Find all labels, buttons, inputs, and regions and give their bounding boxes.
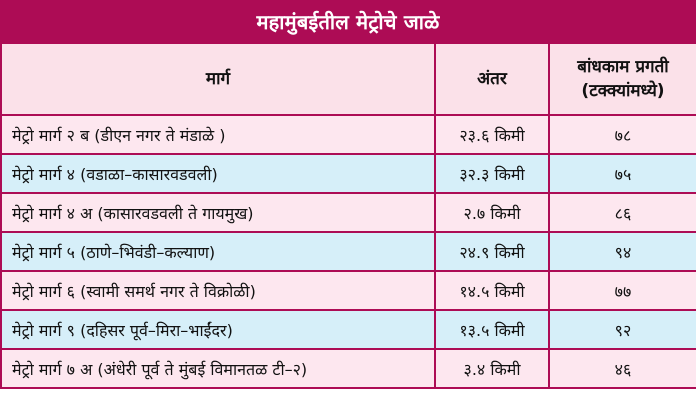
table-row: मेट्रो मार्ग २ ब (डीएन नगर ते मंडाळे ) २… [0,114,696,155]
distance-cell: १४.५ किमी [434,270,550,311]
distance-cell: ३.४ किमी [434,348,550,389]
progress-cell: ७७ [548,270,696,311]
header-progress-line1: बांधकाम प्रगती [577,57,669,77]
route-cell: मेट्रो मार्ग ४ अ (कासारवडवली ते गायमुख) [0,192,436,233]
header-distance: अंतर [434,42,550,116]
progress-cell: ७५ [548,153,696,194]
metro-table: मार्ग अंतर बांधकाम प्रगती (टक्क्यांमध्ये… [0,42,696,389]
table-row: मेट्रो मार्ग ७ अ (अंधेरी पूर्व ते मुंबई … [0,348,696,389]
table-header: मार्ग अंतर बांधकाम प्रगती (टक्क्यांमध्ये… [0,42,696,116]
progress-cell: ८६ [548,192,696,233]
table-row: मेट्रो मार्ग ९ (दहिसर पूर्व–मिरा–भाईंदर)… [0,309,696,350]
distance-cell: ३२.३ किमी [434,153,550,194]
progress-cell: ९४ [548,231,696,272]
table-row: मेट्रो मार्ग ६ (स्वामी समर्थ नगर ते विक्… [0,270,696,311]
distance-cell: २३.६ किमी [434,114,550,155]
progress-cell: ९२ [548,309,696,350]
header-progress-line2: (टक्क्यांमध्ये) [581,81,665,101]
route-cell: मेट्रो मार्ग ६ (स्वामी समर्थ नगर ते विक्… [0,270,436,311]
table-title: महामुंबईतील मेट्रोचे जाळे [0,0,696,42]
header-progress: बांधकाम प्रगती (टक्क्यांमध्ये) [548,42,696,116]
progress-cell: ७८ [548,114,696,155]
route-cell: मेट्रो मार्ग २ ब (डीएन नगर ते मंडाळे ) [0,114,436,155]
distance-cell: १३.५ किमी [434,309,550,350]
header-row: मार्ग अंतर बांधकाम प्रगती (टक्क्यांमध्ये… [0,42,696,116]
progress-cell: ४६ [548,348,696,389]
route-cell: मेट्रो मार्ग ९ (दहिसर पूर्व–मिरा–भाईंदर) [0,309,436,350]
distance-cell: २.७ किमी [434,192,550,233]
table-row: मेट्रो मार्ग ४ (वडाळा–कासारवडवली) ३२.३ क… [0,153,696,194]
route-cell: मेट्रो मार्ग ४ (वडाळा–कासारवडवली) [0,153,436,194]
header-route: मार्ग [0,42,436,116]
distance-cell: २४.९ किमी [434,231,550,272]
route-cell: मेट्रो मार्ग ७ अ (अंधेरी पूर्व ते मुंबई … [0,348,436,389]
table-row: मेट्रो मार्ग ४ अ (कासारवडवली ते गायमुख) … [0,192,696,233]
table-body: मेट्रो मार्ग २ ब (डीएन नगर ते मंडाळे ) २… [0,114,696,389]
route-cell: मेट्रो मार्ग ५ (ठाणे–भिवंडी–कल्याण) [0,231,436,272]
table-row: मेट्रो मार्ग ५ (ठाणे–भिवंडी–कल्याण) २४.९… [0,231,696,272]
